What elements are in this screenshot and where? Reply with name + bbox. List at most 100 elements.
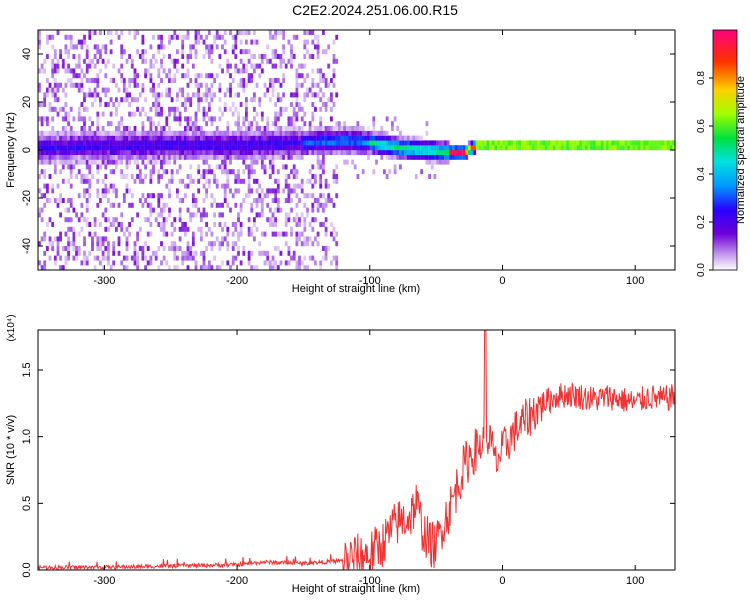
heatmap-cell	[99, 130, 102, 136]
heatmap-cell	[130, 193, 134, 199]
heatmap-cell	[271, 92, 275, 98]
heatmap-cell	[237, 140, 240, 146]
heatmap-cell	[470, 145, 474, 151]
heatmap-cell	[237, 246, 240, 251]
heatmap-cell	[197, 164, 201, 170]
heatmap-cell	[515, 140, 519, 146]
heatmap-cell	[239, 78, 243, 83]
heatmap-cell	[38, 68, 41, 74]
heatmap-cell	[56, 87, 60, 93]
heatmap-cell	[207, 169, 211, 175]
heatmap-cell	[274, 198, 277, 203]
heatmap-cell	[56, 246, 60, 251]
heatmap-cell	[64, 49, 68, 55]
heatmap-cell	[53, 159, 57, 165]
heatmap-cell	[454, 154, 458, 160]
heatmap-cell	[64, 44, 68, 50]
heatmap-cell	[237, 126, 240, 131]
heatmap-cell	[473, 150, 477, 155]
heatmap-cell	[101, 126, 105, 131]
heatmap-cell	[292, 145, 296, 151]
heatmap-cell	[83, 159, 86, 165]
heatmap-cell	[67, 178, 70, 184]
heatmap-cell	[165, 140, 169, 146]
heatmap-cell	[478, 145, 482, 151]
heatmap-cell	[85, 260, 89, 266]
heatmap-cell	[170, 231, 174, 237]
heatmap-cell	[348, 140, 352, 146]
heatmap-cell	[149, 58, 153, 64]
heatmap-cell	[239, 231, 243, 237]
heatmap-cell	[99, 145, 102, 151]
heatmap-cell	[199, 97, 203, 103]
heatmap-cell	[72, 54, 76, 59]
heatmap-cell	[210, 154, 214, 160]
heatmap-cell	[80, 212, 84, 218]
heatmap-cell	[223, 106, 227, 112]
heatmap-cell	[91, 154, 94, 160]
heatmap-cell	[133, 135, 137, 141]
heatmap-cell	[582, 140, 585, 146]
heatmap-cell	[335, 265, 339, 270]
heatmap-cell	[295, 130, 299, 136]
heatmap-cell	[56, 68, 60, 74]
heatmap-cell	[332, 178, 336, 184]
heatmap-cell	[181, 222, 185, 227]
heatmap-cell	[621, 140, 625, 146]
heatmap-cell	[136, 236, 139, 242]
heatmap-cell	[351, 126, 354, 131]
heatmap-cell	[178, 178, 182, 184]
heatmap-cell	[300, 116, 304, 122]
heatmap-cell	[332, 126, 336, 131]
heatmap-cell	[51, 92, 55, 98]
heatmap-cell	[295, 92, 299, 98]
heatmap-cell	[449, 150, 453, 155]
heatmap-cell	[75, 130, 78, 136]
heatmap-cell	[112, 183, 116, 189]
heatmap-cell	[144, 174, 147, 179]
heatmap-cell	[213, 140, 216, 146]
heatmap-cell	[653, 145, 657, 151]
heatmap-cell	[276, 78, 280, 83]
heatmap-cell	[454, 145, 458, 151]
heatmap-cell	[229, 73, 232, 79]
heatmap-cell	[101, 159, 105, 165]
heatmap-cell	[210, 135, 214, 141]
heatmap-cell	[46, 87, 49, 93]
heatmap-cell	[234, 241, 238, 247]
heatmap-cell	[444, 140, 447, 146]
heatmap-cell	[46, 150, 49, 155]
heatmap-cell	[133, 73, 137, 79]
heatmap-cell	[115, 82, 118, 88]
heatmap-cell	[237, 111, 240, 117]
heatmap-cell	[316, 241, 320, 247]
heatmap-cell	[104, 255, 108, 261]
heatmap-cell	[322, 255, 325, 261]
heatmap-cell	[523, 140, 527, 146]
heatmap-cell	[146, 193, 150, 199]
heatmap-cell	[393, 169, 397, 175]
heatmap-cell	[268, 188, 272, 194]
heatmap-cell	[279, 30, 283, 35]
heatmap-cell	[359, 130, 362, 136]
colorbar-tick-label: 0.4	[696, 167, 707, 181]
heatmap-cell	[40, 159, 44, 165]
heatmap-cell	[88, 222, 92, 227]
heatmap-cell	[372, 140, 376, 146]
heatmap-cell	[245, 126, 248, 131]
heatmap-cell	[218, 150, 222, 155]
heatmap-cell	[120, 78, 124, 83]
heatmap-cell	[231, 102, 235, 107]
heatmap-cell	[152, 34, 155, 40]
heatmap-cell	[205, 130, 208, 136]
heatmap-cell	[356, 135, 360, 141]
heatmap-cell	[149, 202, 153, 208]
heatmap-cell	[130, 63, 134, 69]
heatmap-cell	[152, 102, 155, 107]
heatmap-cell	[213, 222, 216, 227]
heatmap-cell	[125, 164, 129, 170]
heatmap-cell	[88, 231, 92, 237]
heatmap-cell	[112, 169, 116, 175]
x-tick-label: 0	[499, 575, 505, 587]
heatmap-cell	[67, 255, 70, 261]
